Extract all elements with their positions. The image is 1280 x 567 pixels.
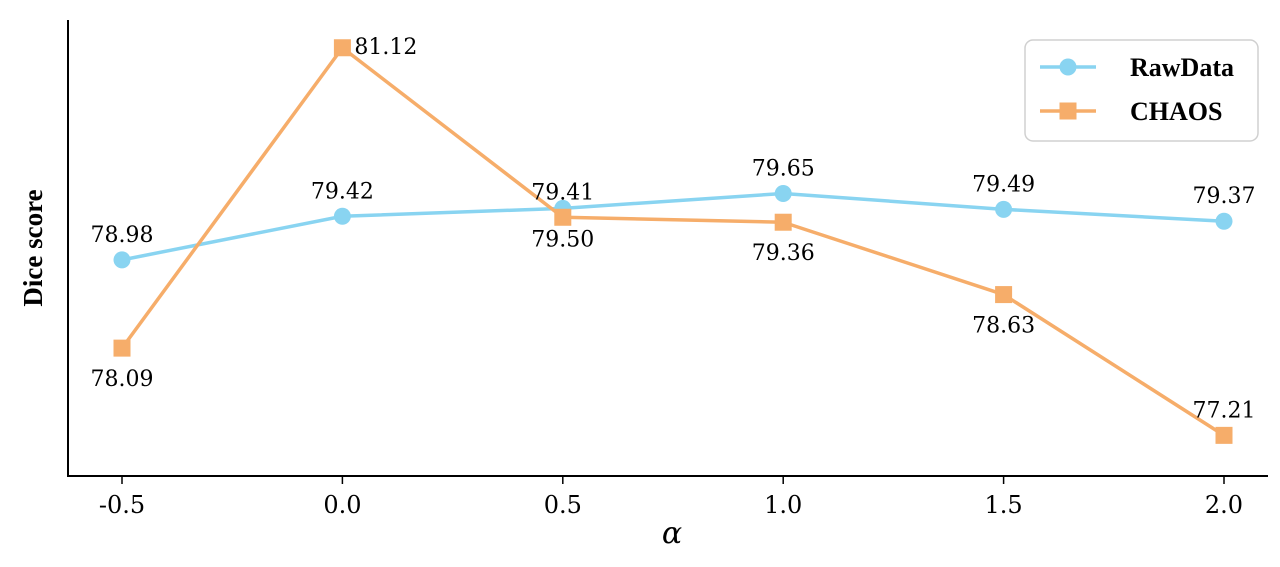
x-axis-label: α	[662, 516, 682, 551]
data-point	[113, 339, 131, 357]
x-tick-label: 1.0	[764, 491, 802, 519]
series-rawdata: 78.98 79.42 79.50 79.65 79.49 79.37	[91, 156, 1256, 269]
legend-label: CHAOS	[1130, 97, 1222, 126]
axes: Dice score α	[18, 20, 1268, 551]
data-point	[995, 286, 1013, 304]
data-label: 79.42	[311, 179, 374, 204]
series-line	[121, 191, 1225, 262]
data-point	[1215, 212, 1233, 230]
data-point	[333, 39, 351, 57]
data-label: 79.49	[972, 172, 1035, 197]
legend-item-rawdata: RawData	[1040, 53, 1234, 82]
data-point	[1215, 426, 1233, 444]
legend: RawData CHAOS	[1024, 39, 1259, 142]
x-tick-label: 0.0	[323, 491, 361, 519]
x-tick-label: -0.5	[99, 491, 145, 519]
data-label: 79.36	[752, 241, 815, 266]
legend-label: RawData	[1130, 53, 1234, 82]
legend-item-chaos: CHAOS	[1040, 97, 1222, 126]
x-ticks: -0.5 0.0 0.5 1.0 1.5 2.0	[99, 476, 1243, 519]
x-tick-label: 1.5	[985, 491, 1023, 519]
data-point	[995, 200, 1013, 218]
legend-marker	[1059, 102, 1077, 120]
series-chaos: 78.09 81.12 79.41 79.36 78.63 77.21	[91, 35, 1256, 444]
series-line	[120, 46, 1225, 437]
data-label: 77.21	[1193, 398, 1256, 423]
data-label: 79.50	[531, 227, 594, 252]
data-label: 79.65	[752, 156, 815, 181]
x-tick-label: 0.5	[544, 491, 582, 519]
data-point	[113, 251, 131, 269]
data-label: 79.37	[1193, 184, 1256, 209]
data-label: 78.09	[91, 367, 154, 392]
series-layer: 78.98 79.42 79.50 79.65 79.49 79.37 78.09 81.12…	[91, 35, 1256, 444]
x-tick-label: 2.0	[1205, 491, 1243, 519]
data-label: 81.12	[354, 35, 417, 60]
data-label: 78.63	[972, 314, 1035, 339]
data-label: 78.98	[91, 223, 154, 248]
legend-marker	[1059, 58, 1077, 76]
data-point	[774, 213, 792, 231]
data-point	[774, 184, 792, 202]
data-point	[554, 208, 572, 226]
data-point	[333, 207, 351, 225]
data-label: 79.41	[531, 180, 594, 205]
y-axis-label: Dice score	[18, 189, 48, 306]
